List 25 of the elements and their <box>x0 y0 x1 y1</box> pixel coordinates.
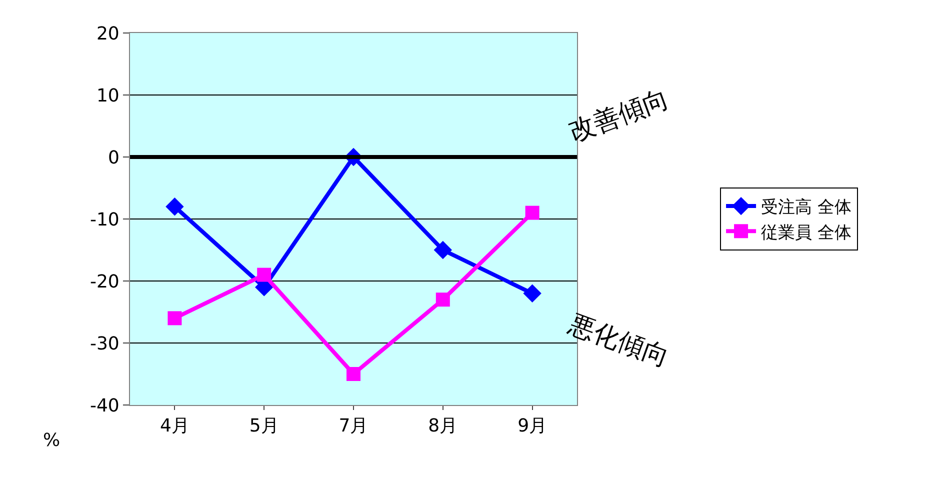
x-tick-label: 7月 <box>338 416 368 437</box>
x-tick-label: 9月 <box>518 416 548 437</box>
point <box>434 240 452 260</box>
y-tick-label: -20 <box>90 271 120 292</box>
y-tick-label: 20 <box>96 23 120 44</box>
y-tick-label: -10 <box>90 209 120 230</box>
point <box>525 206 540 220</box>
point <box>166 198 184 216</box>
annotation: 改善傾向 <box>565 84 674 148</box>
y-axis-title: % <box>43 430 60 451</box>
y-tick-label: -40 <box>90 395 120 416</box>
y-tick-label: 0 <box>108 147 120 168</box>
legend-label: 従業員 全体 <box>761 222 852 243</box>
y-tick-label: -30 <box>90 333 120 354</box>
x-tick-label: 5月 <box>249 416 279 437</box>
x-tick-label: 4月 <box>160 416 190 437</box>
x-tick-label: 8月 <box>428 416 458 437</box>
annotation: 悪化傾向 <box>564 308 673 374</box>
point <box>436 292 450 307</box>
y-tick-label: 10 <box>96 85 120 106</box>
point <box>168 311 182 326</box>
point <box>346 367 360 381</box>
point <box>257 268 272 282</box>
point <box>523 284 542 302</box>
legend-label: 受注高 全体 <box>761 198 852 218</box>
